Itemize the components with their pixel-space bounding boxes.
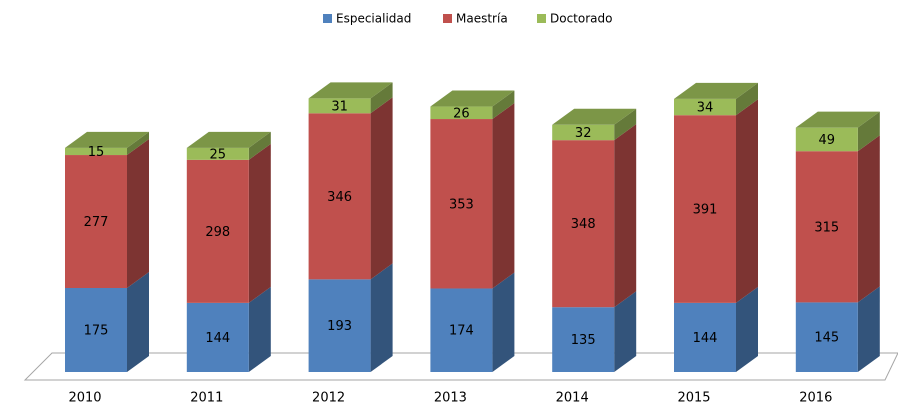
bar-side xyxy=(127,139,149,288)
bar-top xyxy=(552,108,637,125)
bar-side xyxy=(614,291,637,372)
bar xyxy=(65,147,127,156)
data-label: 25 xyxy=(210,147,227,162)
bar-side xyxy=(492,90,515,120)
legend-label: Especialidad xyxy=(336,12,411,26)
bar-side xyxy=(857,111,880,152)
bar xyxy=(308,113,371,280)
bar xyxy=(795,302,858,372)
data-label: 32 xyxy=(575,126,592,141)
bar xyxy=(65,288,127,372)
data-label: 277 xyxy=(84,215,109,230)
bar-side xyxy=(614,124,637,308)
bar-side xyxy=(736,286,758,372)
x-tick-label: 2011 xyxy=(190,391,223,406)
bar xyxy=(430,288,493,372)
x-tick-label: 2012 xyxy=(312,391,345,406)
x-tick-label: 2015 xyxy=(677,391,710,406)
bar-side xyxy=(248,286,271,372)
data-label: 193 xyxy=(327,319,352,334)
data-label: 26 xyxy=(453,106,470,121)
bar xyxy=(795,151,858,303)
bar xyxy=(186,302,249,372)
bar xyxy=(186,159,249,303)
bar xyxy=(552,307,615,372)
bar-side xyxy=(857,286,880,372)
data-label: 144 xyxy=(205,331,230,346)
data-label: 15 xyxy=(88,145,105,160)
data-label: 34 xyxy=(697,101,714,116)
bar-top xyxy=(186,131,271,148)
bar-side xyxy=(736,99,758,303)
bar-side xyxy=(492,272,515,372)
data-label: 353 xyxy=(449,197,474,212)
data-label: 144 xyxy=(693,331,718,346)
legend-label: Doctorado xyxy=(550,12,612,26)
bar xyxy=(552,140,615,308)
legend-label: Maestría xyxy=(456,12,508,26)
x-tick-label: 2010 xyxy=(68,391,101,406)
bar-side xyxy=(248,131,271,160)
bar-side xyxy=(370,82,393,114)
bar-side xyxy=(736,82,758,116)
legend: Especialidad Maestría Doctorado xyxy=(323,12,612,26)
x-tick-label: 2013 xyxy=(434,391,467,406)
data-label: 348 xyxy=(571,217,596,232)
data-label: 315 xyxy=(814,220,839,235)
bar xyxy=(186,147,249,160)
bar xyxy=(65,155,127,288)
data-label: 174 xyxy=(449,324,474,339)
bar-side xyxy=(370,97,393,280)
legend-swatch xyxy=(537,14,546,23)
legend-swatch xyxy=(443,14,452,23)
bar-top xyxy=(308,82,393,99)
bar-side xyxy=(614,108,637,141)
bar xyxy=(674,302,736,372)
bar xyxy=(308,98,371,114)
x-tick-label: 2016 xyxy=(799,391,832,406)
data-label: 346 xyxy=(327,190,352,205)
x-tick-label: 2014 xyxy=(556,391,589,406)
bar-top xyxy=(65,131,149,148)
bar-side xyxy=(127,272,149,372)
bar xyxy=(552,124,615,141)
data-label: 391 xyxy=(693,203,718,218)
data-label: 31 xyxy=(331,99,348,114)
bar xyxy=(308,279,371,372)
data-label: 49 xyxy=(819,133,836,148)
data-label: 145 xyxy=(814,331,839,346)
data-label: 135 xyxy=(571,333,596,348)
bar-side xyxy=(370,263,393,372)
bar xyxy=(795,127,858,152)
bar-top xyxy=(430,90,515,107)
bar xyxy=(430,106,493,120)
bar xyxy=(674,115,736,303)
bar xyxy=(674,98,736,116)
bar-top xyxy=(795,111,880,128)
bar-side xyxy=(127,131,149,156)
bar-top xyxy=(674,82,758,99)
bar-side xyxy=(492,103,515,289)
data-label: 175 xyxy=(84,324,109,339)
bar-side xyxy=(248,143,271,303)
bar xyxy=(430,119,493,289)
data-label: 298 xyxy=(205,225,230,240)
bar-side xyxy=(857,135,880,303)
legend-swatch xyxy=(323,14,332,23)
